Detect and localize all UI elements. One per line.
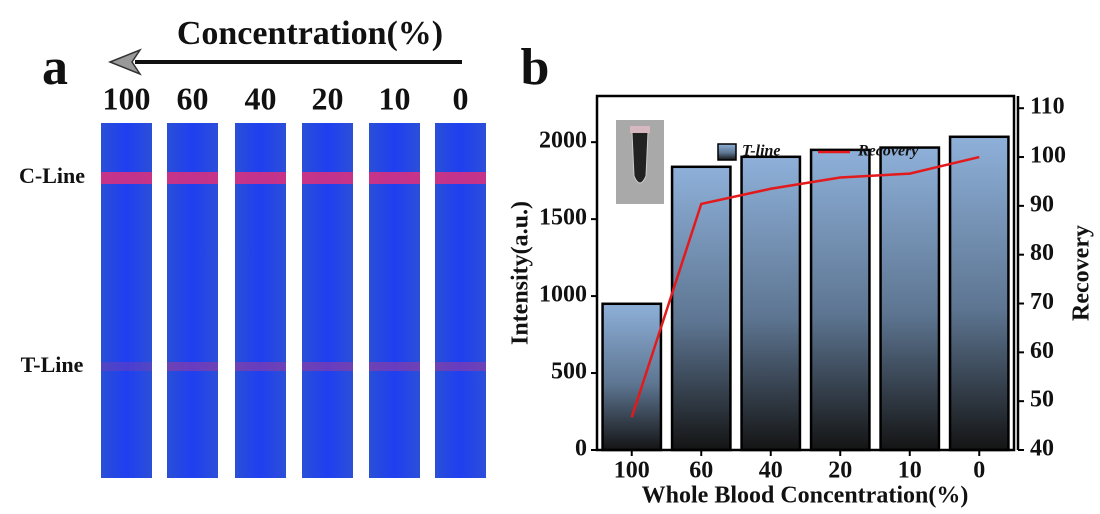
panel-label: a [42,39,68,96]
bar [811,150,869,450]
y-tick-label: 1500 [539,205,587,231]
y2-tick-label: 100 [1030,143,1066,169]
c-line-band [235,172,286,184]
y-tick-label: 500 [551,359,587,385]
t-line-label: T-Line [21,352,84,377]
y2-tick-label: 60 [1030,338,1054,364]
y-tick-label: 0 [575,436,587,462]
c-line-band [302,172,353,184]
panel-b: b Whole Blood Concentration(%) Intensity… [508,39,1095,509]
c-line-band [101,172,152,184]
legend-swatch [718,144,736,160]
y-tick-label: 1000 [539,282,587,308]
x-tick-label: 60 [689,458,713,484]
t-line-band [369,362,420,371]
figure: a Concentration(%) C-Line T-Line 1006040… [0,0,1100,514]
concentration-label: 20 [312,80,344,116]
concentration-label: 40 [245,80,277,116]
t-line-band [167,362,218,371]
y2-tick-label: 80 [1030,240,1054,266]
legend-label: T-line [742,143,781,160]
concentration-label: 10 [379,80,411,116]
concentration-label: 100 [103,80,151,116]
bar [742,157,800,450]
bar [881,148,939,450]
t-line-band [235,362,286,371]
y2-axis-label: Recovery [1069,225,1095,321]
x-tick-label: 10 [898,458,922,484]
concentration-label: 0 [453,80,469,116]
tube [632,132,648,183]
x-tick-label: 20 [828,458,852,484]
y2-tick-label: 90 [1030,191,1054,217]
tube-cap [630,126,650,133]
x-tick-label: 0 [973,458,985,484]
y2-tick-label: 70 [1030,289,1054,315]
y2-tick-label: 110 [1030,94,1065,120]
c-line-band [435,172,486,184]
y-tick-label: 2000 [539,128,587,154]
x-axis-label: Whole Blood Concentration(%) [642,483,969,509]
y-axis-label: Intensity(a.u.) [508,201,534,345]
c-line-band [369,172,420,184]
x-tick-label: 100 [614,458,650,484]
bar [950,137,1008,450]
concentration-label: 60 [177,80,209,116]
t-line-band [302,362,353,371]
c-line-label: C-Line [19,163,85,188]
c-line-band [167,172,218,184]
x-tick-label: 40 [759,458,783,484]
panel-label: b [521,39,550,96]
bar [672,167,730,450]
inset-photo [616,120,664,204]
arrow-label: Concentration(%) [177,15,443,52]
t-line-band [101,362,152,371]
y2-tick-label: 50 [1030,387,1054,413]
t-line-band [435,362,486,371]
bar [603,304,661,450]
y2-tick-label: 40 [1030,436,1054,462]
legend-label: Recovery [857,143,919,160]
